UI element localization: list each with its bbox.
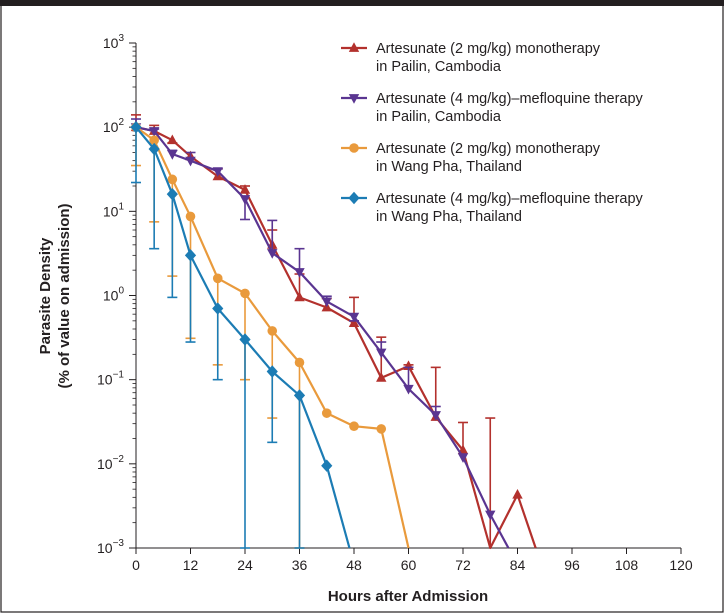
x-tick-label: 0 <box>132 557 140 573</box>
data-point <box>321 297 332 308</box>
legend-label: Artesunate (2 mg/kg) monotherapy <box>376 141 601 157</box>
data-point <box>457 453 469 463</box>
x-tick-label: 24 <box>237 557 253 573</box>
legend-item-1: Artesunate (2 mg/kg) monotherapy in Paili… <box>341 41 601 75</box>
data-point <box>212 273 223 284</box>
legend-label: Artesunate (4 mg/kg)–mefloquine therapy <box>376 191 644 207</box>
data-point <box>185 156 196 167</box>
legend-label: Artesunate (2 mg/kg) monotherapy <box>376 41 601 57</box>
legend-item-3: Artesunate (2 mg/kg) monotherapy in Wang … <box>341 141 601 175</box>
axes: 0 12 24 36 48 60 72 84 96 108 120 103 102 101 100 10−1 1… <box>97 33 693 573</box>
data-point <box>130 120 142 134</box>
y-tick-label: 102 <box>103 117 125 135</box>
x-tick-label: 72 <box>455 557 471 573</box>
x-tick-label: 36 <box>292 557 308 573</box>
data-point <box>294 357 305 368</box>
x-tick-label: 60 <box>401 557 417 573</box>
x-tick-label: 12 <box>183 557 199 573</box>
y-tick-label: 100 <box>103 286 125 304</box>
legend-label-line2: in Wang Pha, Thailand <box>376 159 522 175</box>
data-point <box>321 408 332 418</box>
x-axis-title: Hours after Admission <box>328 588 488 605</box>
data-point <box>212 302 224 315</box>
data-point <box>294 291 305 302</box>
x-tick-label: 48 <box>346 557 362 573</box>
data-point <box>166 187 178 201</box>
data-point <box>293 389 306 402</box>
y-axis-subtitle: (% of value on admission) <box>56 203 73 388</box>
data-point <box>239 333 251 346</box>
data-point <box>149 135 159 146</box>
data-point <box>240 288 250 299</box>
data-point <box>485 510 496 521</box>
data-point <box>266 365 278 378</box>
data-point <box>348 191 360 205</box>
y-tick-label: 103 <box>103 33 125 51</box>
data-point <box>167 150 178 160</box>
data-point <box>148 142 160 156</box>
plot-area <box>130 114 537 550</box>
y-axis-title: Parasite Density <box>37 237 54 354</box>
data-point <box>430 411 441 421</box>
series-2 <box>130 118 510 549</box>
legend-label-line2: in Pailin, Cambodia <box>376 109 502 125</box>
data-point <box>167 174 178 185</box>
series-line <box>135 126 351 549</box>
x-tick-label: 108 <box>615 557 639 573</box>
data-point <box>348 94 360 104</box>
y-tick-label: 10−3 <box>97 538 124 556</box>
data-point <box>184 249 197 262</box>
x-tick-label: 84 <box>510 557 526 573</box>
data-point <box>376 424 387 434</box>
y-tick-label: 10−1 <box>97 370 124 388</box>
data-point <box>349 143 359 153</box>
data-point <box>376 348 387 359</box>
data-point <box>185 211 196 222</box>
x-tick-label: 120 <box>669 557 693 573</box>
data-point <box>512 488 523 499</box>
legend-label-line2: in Wang Pha, Thailand <box>376 209 522 225</box>
data-point <box>239 195 251 205</box>
data-point <box>267 326 278 336</box>
legend-item-4: Artesunate (4 mg/kg)–mefloquine therapy i… <box>341 191 644 225</box>
legend-label-line2: in Pailin, Cambodia <box>376 59 502 75</box>
series-line <box>135 126 510 549</box>
x-tick-label: 96 <box>564 557 580 573</box>
data-point <box>212 167 223 177</box>
data-point <box>348 312 360 323</box>
data-point <box>349 421 359 431</box>
series-4 <box>130 120 351 549</box>
data-point <box>348 42 360 52</box>
legend-label: Artesunate (4 mg/kg)–mefloquine therapy <box>376 91 644 107</box>
data-point <box>376 372 387 382</box>
data-point <box>148 127 160 137</box>
legend-item-2: Artesunate (4 mg/kg)–mefloquine therapy i… <box>341 91 644 125</box>
data-point <box>239 184 251 194</box>
data-point <box>294 268 305 278</box>
data-point <box>403 384 414 395</box>
data-point <box>321 459 333 472</box>
legend: Artesunate (2 mg/kg) monotherapy in Paili… <box>341 41 644 225</box>
data-point <box>267 249 278 259</box>
y-tick-label: 10−2 <box>97 454 124 472</box>
y-tick-label: 101 <box>103 201 125 219</box>
data-point <box>167 134 178 145</box>
